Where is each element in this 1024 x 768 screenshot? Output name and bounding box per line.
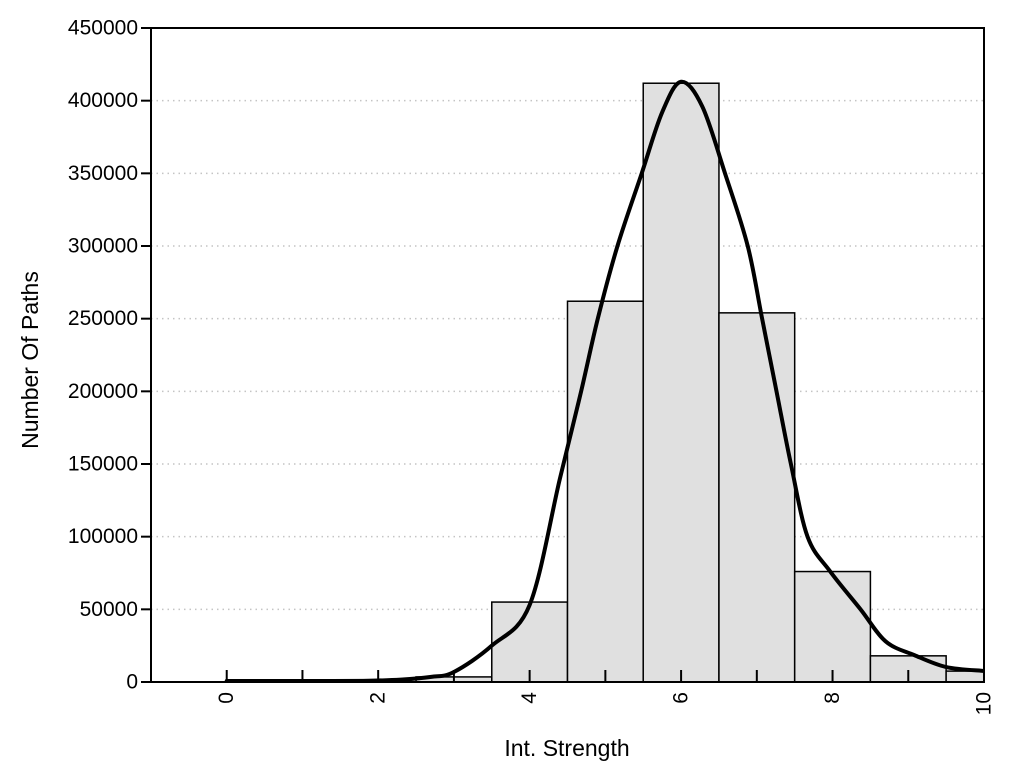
- x-tick-label: 0: [215, 692, 238, 704]
- x-tick-label: 10: [973, 692, 996, 715]
- y-tick-label: 400000: [68, 89, 138, 112]
- y-tick-label: 250000: [68, 307, 138, 330]
- y-tick-labels: 0 50000 100000 150000 200000 250000 300000 3500…: [68, 17, 138, 694]
- x-tick-label: 2: [367, 692, 390, 704]
- plot-border: [150, 27, 985, 683]
- histogram-bar: [642, 82, 720, 682]
- histogram-bar: [566, 300, 644, 682]
- histogram-bar: [718, 312, 796, 682]
- x-axis-title: Int. Strength: [504, 735, 629, 761]
- x-tick-label: 4: [518, 692, 541, 704]
- plot-frame: [150, 27, 985, 683]
- y-tick-label: 200000: [68, 380, 138, 403]
- x-tick-labels: 0 2 4 6 8 10: [215, 692, 995, 716]
- y-tick-label: 150000: [68, 453, 138, 476]
- density-curve: [224, 79, 984, 682]
- y-tick-label: 350000: [68, 162, 138, 185]
- histogram-bars: [415, 82, 984, 682]
- y-tick-label: 50000: [80, 598, 138, 621]
- x-tick-label: 8: [821, 692, 844, 704]
- y-axis-title: Number Of Paths: [17, 271, 43, 449]
- y-tick-label: 300000: [68, 235, 138, 258]
- y-tick-label: 0: [126, 671, 138, 694]
- density-curve-path: [224, 79, 984, 682]
- gridlines: [151, 99, 984, 611]
- x-tick-label: 6: [670, 692, 693, 704]
- y-tick-label: 450000: [68, 17, 138, 40]
- axis-ticks: [141, 27, 985, 683]
- histogram-bar: [793, 570, 872, 682]
- y-tick-label: 100000: [68, 525, 138, 548]
